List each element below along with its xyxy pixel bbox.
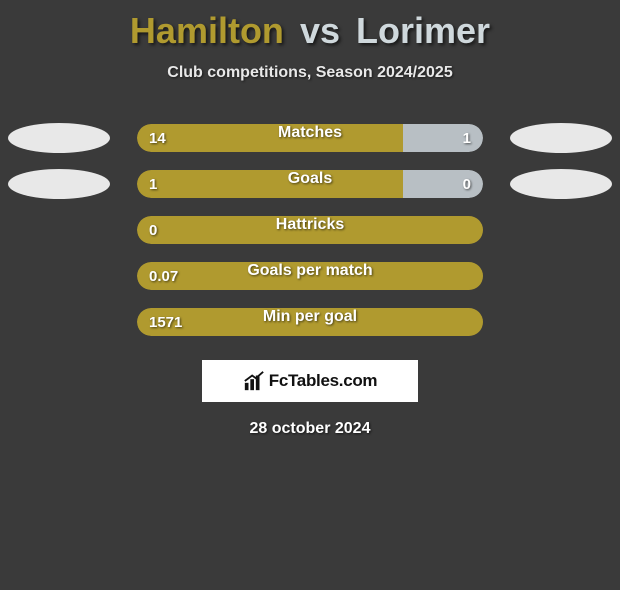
player2-name: Lorimer xyxy=(356,10,490,51)
stat-row: 141Matches xyxy=(0,124,620,152)
date-text: 28 october 2024 xyxy=(0,420,620,438)
stat-bar: 0.07Goals per match xyxy=(137,262,483,290)
vs-text: vs xyxy=(300,10,340,51)
stat-bar: 1571Min per goal xyxy=(137,308,483,336)
player1-name: Hamilton xyxy=(130,10,284,51)
stat-bar-left: 0 xyxy=(137,216,483,244)
player1-blob xyxy=(8,169,110,199)
stat-bar-left: 14 xyxy=(137,124,403,152)
stat-value-right: 0 xyxy=(451,176,483,193)
stat-bar: 141Matches xyxy=(137,124,483,152)
stat-bar: 0Hattricks xyxy=(137,216,483,244)
player2-blob xyxy=(510,123,612,153)
stat-bar-left: 0.07 xyxy=(137,262,483,290)
stat-row: 1571Min per goal xyxy=(0,308,620,336)
chart-icon xyxy=(243,370,265,392)
player2-blob xyxy=(510,169,612,199)
stat-bar-right: 1 xyxy=(403,124,483,152)
player1-blob xyxy=(8,123,110,153)
page-title: Hamilton vs Lorimer xyxy=(0,10,620,52)
stat-value-right: 1 xyxy=(451,130,483,147)
stat-row: 0.07Goals per match xyxy=(0,262,620,290)
stat-value-left: 1571 xyxy=(137,314,194,331)
stats-container: 141Matches10Goals0Hattricks0.07Goals per… xyxy=(0,124,620,336)
stat-value-left: 0 xyxy=(137,222,169,239)
brand-badge: FcTables.com xyxy=(202,360,418,402)
stat-value-left: 14 xyxy=(137,130,178,147)
stat-bar-left: 1571 xyxy=(137,308,483,336)
stat-value-left: 0.07 xyxy=(137,268,190,285)
stat-value-left: 1 xyxy=(137,176,169,193)
stat-bar-right: 0 xyxy=(403,170,483,198)
stat-bar: 10Goals xyxy=(137,170,483,198)
brand-text: FcTables.com xyxy=(269,371,378,391)
stat-row: 10Goals xyxy=(0,170,620,198)
subtitle: Club competitions, Season 2024/2025 xyxy=(0,64,620,82)
stat-row: 0Hattricks xyxy=(0,216,620,244)
stat-bar-left: 1 xyxy=(137,170,403,198)
